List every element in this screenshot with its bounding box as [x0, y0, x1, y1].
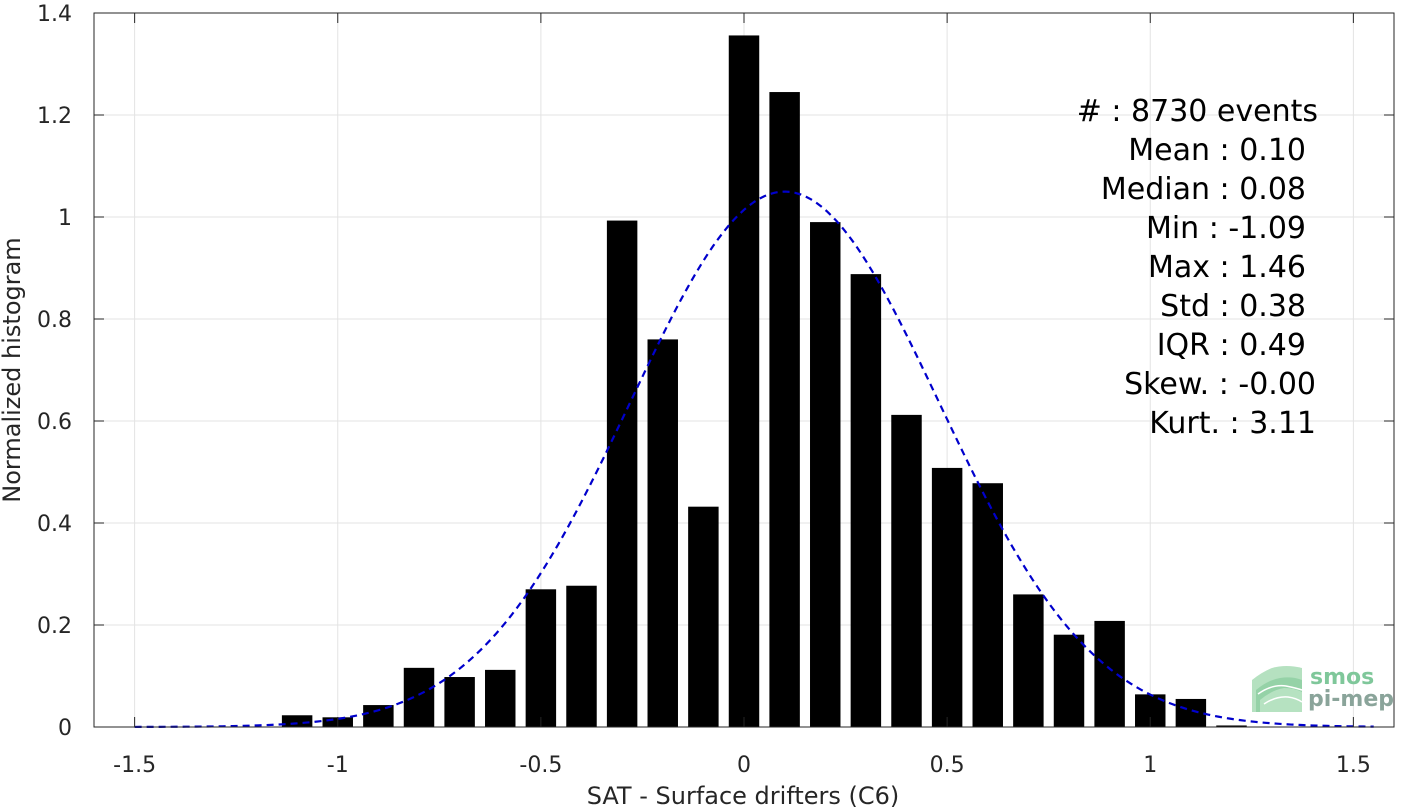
histogram-bar	[1216, 725, 1247, 727]
logo-text-pi-mep: pi-mep	[1308, 687, 1394, 712]
histogram-bar	[281, 715, 313, 727]
stats-line: Mean : 0.10	[1128, 133, 1306, 168]
histogram-bar	[891, 414, 922, 727]
histogram-bar	[363, 705, 394, 727]
y-tick-label: 0	[58, 716, 72, 741]
x-tick-label: 0.5	[930, 753, 965, 778]
x-tick-label: -0.5	[519, 753, 562, 778]
histogram-bar	[972, 483, 1003, 727]
histogram-bar	[1175, 698, 1207, 727]
y-tick-label: 1	[58, 206, 72, 231]
y-tick-label: 1.4	[37, 2, 72, 27]
stats-line: Median : 0.08	[1101, 172, 1306, 207]
y-tick-label: 0.6	[37, 410, 72, 435]
histogram-bar	[606, 220, 638, 727]
stats-line: IQR : 0.49	[1157, 328, 1306, 363]
x-tick-label: 1.5	[1336, 753, 1371, 778]
x-tick-label: -1	[327, 753, 349, 778]
x-tick-label: -1.5	[113, 753, 156, 778]
logo-text-smos: smos	[1310, 665, 1374, 690]
logo-wave-icon	[1252, 666, 1303, 712]
histogram-bar	[403, 667, 435, 727]
histogram-bar	[769, 92, 800, 728]
histogram-bar	[1053, 634, 1085, 727]
x-tick-labels: -1.5 -1 -0.5 0 0.5 1 1.5	[113, 753, 1371, 778]
histogram-bar	[931, 467, 963, 727]
y-tick-label: 0.4	[37, 512, 72, 537]
stats-line: # : 8730 events	[1077, 94, 1318, 129]
stats-line: Skew. : -0.00	[1124, 367, 1316, 402]
x-tick-label: 1	[1143, 753, 1157, 778]
histogram-bar	[728, 35, 760, 727]
histogram-bar	[688, 506, 719, 727]
histogram-bar	[647, 339, 678, 727]
histogram-bar	[566, 585, 597, 727]
gaussian-fit-curve	[134, 190, 1374, 729]
histogram-bar	[850, 274, 882, 727]
histogram-bars	[281, 35, 1247, 728]
histogram-bar	[444, 677, 475, 727]
y-tick-label: 0.8	[37, 308, 72, 333]
y-tick-label: 1.2	[37, 104, 72, 129]
stats-line: Max : 1.46	[1148, 250, 1306, 285]
axis-ticks	[94, 12, 1394, 728]
histogram-bar	[1094, 620, 1125, 727]
x-tick-label: 0	[737, 753, 751, 778]
smos-pi-mep-logo: smos pi-mep	[1252, 665, 1394, 712]
stats-line: Kurt. : 3.11	[1149, 406, 1316, 441]
y-tick-labels: 0 0.2 0.4 0.6 0.8 1 1.2 1.4	[37, 2, 72, 741]
stats-line: Min : -1.09	[1146, 211, 1306, 246]
histogram-bar	[1013, 594, 1044, 727]
statistics-annotation: # : 8730 events Mean : 0.10 Median : 0.08 M…	[1077, 94, 1318, 441]
y-tick-label: 0.2	[37, 614, 72, 639]
y-axis-label: Normalized histogram	[0, 237, 26, 502]
histogram-bar	[810, 222, 841, 727]
x-axis-label: SAT - Surface drifters (C6)	[587, 782, 900, 809]
stats-line: Std : 0.38	[1160, 289, 1306, 324]
histogram-bar	[525, 589, 557, 727]
histogram-bar	[485, 669, 516, 727]
